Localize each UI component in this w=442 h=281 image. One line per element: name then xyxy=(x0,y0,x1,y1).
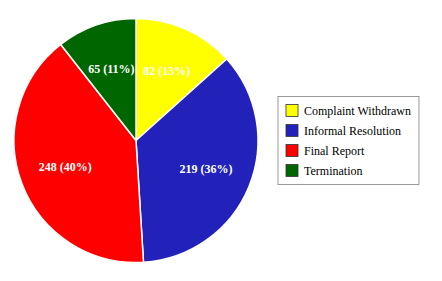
slice-label: 65 (11%) xyxy=(88,62,134,76)
pie xyxy=(14,19,258,263)
legend-label: Final Report xyxy=(304,144,365,158)
pie-slice xyxy=(136,59,258,262)
slice-label: 219 (36%) xyxy=(179,162,232,176)
legend-label: Termination xyxy=(304,164,362,178)
legend-frame xyxy=(278,97,419,185)
legend-item: Informal Resolution xyxy=(286,124,401,138)
legend-item: Termination xyxy=(286,164,362,178)
pie-slice xyxy=(61,19,136,141)
slice-label: 248 (40%) xyxy=(39,160,92,174)
slice-labels: 82 (13%) 219 (36%) 248 (40%) 65 (11%) xyxy=(39,62,233,176)
legend: Complaint Withdrawn Informal Resolution Fi… xyxy=(278,97,419,185)
legend-item: Final Report xyxy=(286,144,365,158)
legend-label: Complaint Withdrawn xyxy=(304,104,411,118)
legend-swatch xyxy=(286,165,298,177)
legend-swatch xyxy=(286,105,298,117)
legend-swatch xyxy=(286,145,298,157)
chart: 82 (13%) 219 (36%) 248 (40%) 65 (11%) Compla… xyxy=(0,0,442,281)
legend-swatch xyxy=(286,125,298,137)
legend-label: Informal Resolution xyxy=(304,124,401,138)
legend-item: Complaint Withdrawn xyxy=(286,104,411,118)
slice-label: 82 (13%) xyxy=(143,64,190,78)
